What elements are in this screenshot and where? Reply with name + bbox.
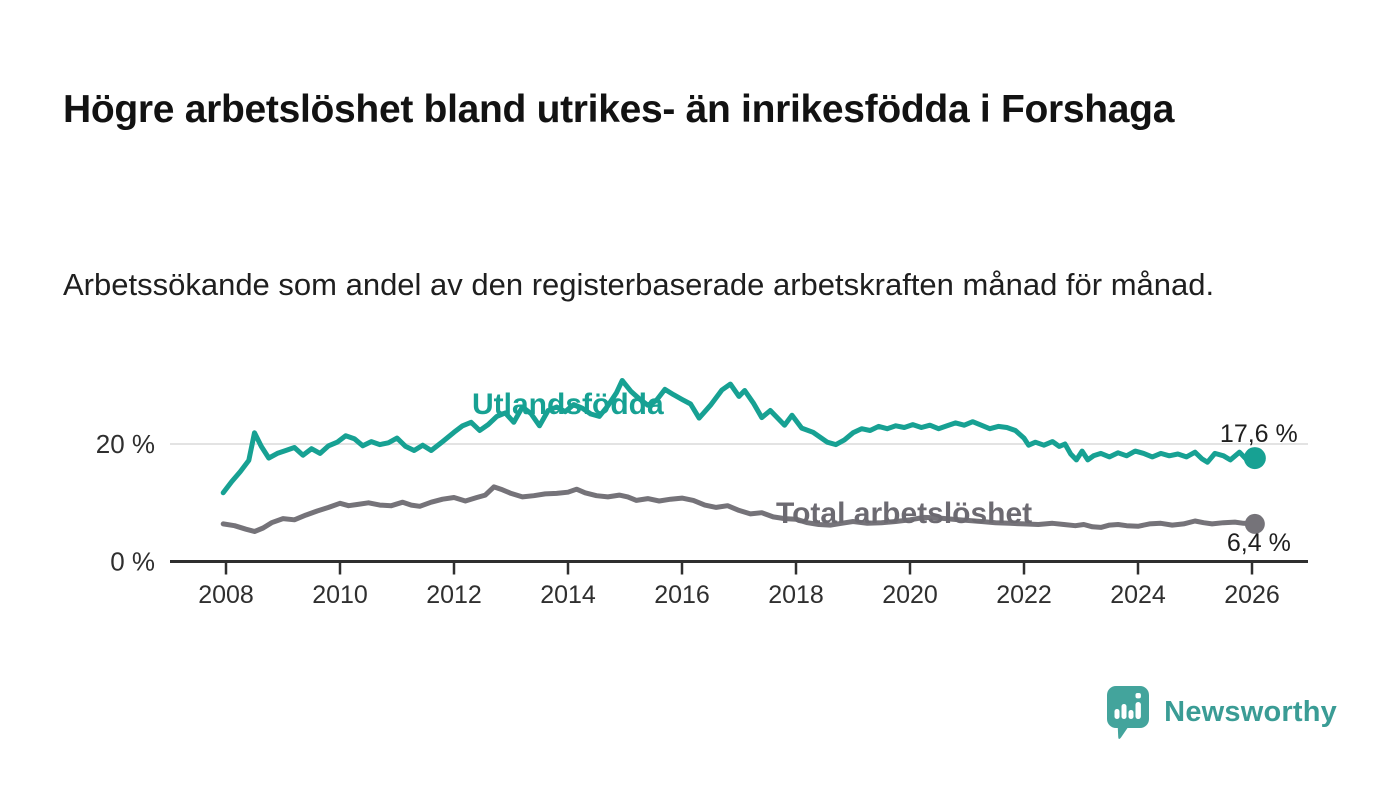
series-end-value-1: 6,4 % xyxy=(1227,529,1291,557)
newsworthy-speech-bubble-barchart-icon xyxy=(1107,686,1150,740)
series-end-value-0: 17,6 % xyxy=(1220,420,1298,448)
x-tick-label: 2024 xyxy=(1110,581,1166,609)
x-tick-label: 2008 xyxy=(198,581,254,609)
series-end-dot-0 xyxy=(1243,447,1266,470)
y-tick-label: 20 % xyxy=(96,429,155,459)
x-tick-label: 2014 xyxy=(540,581,596,609)
x-tick-label: 2020 xyxy=(882,581,938,609)
chart-subtitle: Arbetssökande som andel av den registerb… xyxy=(63,267,1215,302)
x-tick-label: 2012 xyxy=(426,581,482,609)
page-title: Högre arbetslöshet bland utrikes- än inr… xyxy=(63,88,1175,132)
series-end-dot-1 xyxy=(1244,513,1265,534)
x-tick-label: 2018 xyxy=(768,581,824,609)
series-line-0 xyxy=(220,378,1258,496)
x-tick-label: 2010 xyxy=(312,581,368,609)
series-line-1 xyxy=(220,484,1258,534)
series-inline-label-0: Utlandsfödda xyxy=(472,388,664,421)
newsworthy-wordmark: Newsworthy xyxy=(1164,695,1337,728)
x-tick-label: 2026 xyxy=(1224,581,1280,609)
y-tick-label: 0 % xyxy=(110,547,155,577)
x-tick-label: 2016 xyxy=(654,581,710,609)
newsworthy-logo[interactable]: Newsworthy xyxy=(1103,684,1337,740)
x-tick-label: 2022 xyxy=(996,581,1052,609)
series-inline-label-1: Total arbetslöshet xyxy=(776,497,1032,530)
